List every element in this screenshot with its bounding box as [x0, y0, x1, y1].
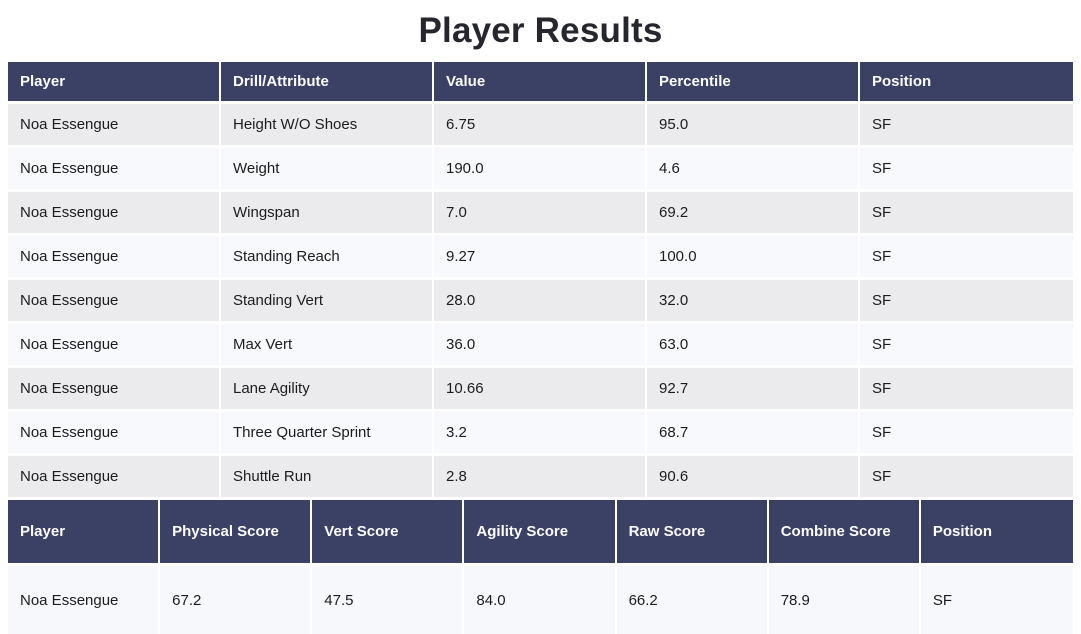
- results_table-cell-percentile: 68.7: [647, 412, 860, 456]
- results_table-column-header-percentile: Percentile: [647, 62, 860, 104]
- results_table-cell-drill-attribute: Height W/O Shoes: [221, 104, 434, 148]
- table-row: Noa Essengue Standing Reach 9.27 100.0 SF: [8, 236, 1073, 280]
- results_table-cell-player: Noa Essengue: [8, 324, 221, 368]
- results_table-cell-player: Noa Essengue: [8, 236, 221, 280]
- scores-table-header: Player Physical Score Vert Score Agility Sc…: [8, 500, 1073, 566]
- results_table-cell-drill-attribute: Wingspan: [221, 192, 434, 236]
- results_table-column-header-position: Position: [860, 62, 1073, 104]
- scores_table-cell-agility-score: 84.0: [464, 566, 617, 634]
- results_table-cell-value: 6.75: [434, 104, 647, 148]
- results_table-cell-value: 3.2: [434, 412, 647, 456]
- results_table-cell-player: Noa Essengue: [8, 412, 221, 456]
- scores-table-body: Noa Essengue 67.2 47.5 84.0 66.2 78.9 SF: [8, 566, 1073, 634]
- table-row: Noa Essengue Standing Vert 28.0 32.0 SF: [8, 280, 1073, 324]
- table-row: Noa Essengue Height W/O Shoes 6.75 95.0 SF: [8, 104, 1073, 148]
- results_table-cell-player: Noa Essengue: [8, 456, 221, 500]
- scores_table-cell-player: Noa Essengue: [8, 566, 161, 634]
- table-row: Noa Essengue Lane Agility 10.66 92.7 SF: [8, 368, 1073, 412]
- results_table-cell-percentile: 100.0: [647, 236, 860, 280]
- scores_table-cell-position: SF: [920, 566, 1073, 634]
- table-row: Noa Essengue Shuttle Run 2.8 90.6 SF: [8, 456, 1073, 500]
- results_table-cell-value: 2.8: [434, 456, 647, 500]
- table-row: Noa Essengue Three Quarter Sprint 3.2 68.7 S…: [8, 412, 1073, 456]
- results_table-cell-position: SF: [860, 192, 1073, 236]
- results_table-cell-value: 190.0: [434, 148, 647, 192]
- results_table-cell-drill-attribute: Max Vert: [221, 324, 434, 368]
- scores_table-column-header-player: Player: [8, 500, 161, 566]
- table-row: Noa Essengue Wingspan 7.0 69.2 SF: [8, 192, 1073, 236]
- results_table-cell-drill-attribute: Standing Reach: [221, 236, 434, 280]
- results_table-cell-position: SF: [860, 412, 1073, 456]
- scores_table-cell-combine-score: 78.9: [768, 566, 921, 634]
- results_table-cell-drill-attribute: Shuttle Run: [221, 456, 434, 500]
- tables-container: Player Drill/Attribute Value Percentile Posi…: [8, 62, 1073, 634]
- results_table-cell-player: Noa Essengue: [8, 148, 221, 192]
- scores_table-column-header-combine-score: Combine Score: [768, 500, 921, 566]
- results_table-cell-value: 28.0: [434, 280, 647, 324]
- results_table-column-header-value: Value: [434, 62, 647, 104]
- results-table-body: Noa Essengue Height W/O Shoes 6.75 95.0 SF No…: [8, 104, 1073, 500]
- scores_table-cell-physical-score: 67.2: [160, 566, 313, 634]
- table-row: Noa Essengue 67.2 47.5 84.0 66.2 78.9 SF: [8, 566, 1073, 634]
- results_table-cell-percentile: 4.6: [647, 148, 860, 192]
- results_table-cell-percentile: 90.6: [647, 456, 860, 500]
- scores-header-row: Player Physical Score Vert Score Agility Sc…: [8, 500, 1073, 566]
- results_table-cell-percentile: 32.0: [647, 280, 860, 324]
- page-title: Player Results: [418, 11, 663, 50]
- results_table-cell-player: Noa Essengue: [8, 368, 221, 412]
- results_table-cell-drill-attribute: Standing Vert: [221, 280, 434, 324]
- scores_table-column-header-physical-score: Physical Score: [160, 500, 313, 566]
- results_table-cell-position: SF: [860, 368, 1073, 412]
- results_table-cell-position: SF: [860, 280, 1073, 324]
- scores_table-column-header-vert-score: Vert Score: [312, 500, 465, 566]
- results-table-header: Player Drill/Attribute Value Percentile Posi…: [8, 62, 1073, 104]
- results_table-cell-position: SF: [860, 456, 1073, 500]
- results_table-cell-position: SF: [860, 236, 1073, 280]
- scores_table-column-header-raw-score: Raw Score: [616, 500, 769, 566]
- results_table-cell-player: Noa Essengue: [8, 280, 221, 324]
- results_table-column-header-drill-attribute: Drill/Attribute: [221, 62, 434, 104]
- results_table-cell-position: SF: [860, 104, 1073, 148]
- results_table-cell-drill-attribute: Lane Agility: [221, 368, 434, 412]
- results_table-cell-value: 10.66: [434, 368, 647, 412]
- player-results-table: Player Drill/Attribute Value Percentile Posi…: [8, 62, 1073, 500]
- results_table-cell-position: SF: [860, 148, 1073, 192]
- results_table-cell-player: Noa Essengue: [8, 192, 221, 236]
- results_table-cell-percentile: 95.0: [647, 104, 860, 148]
- table-row: Noa Essengue Max Vert 36.0 63.0 SF: [8, 324, 1073, 368]
- scores_table-column-header-position: Position: [920, 500, 1073, 566]
- scores_table-cell-raw-score: 66.2: [616, 566, 769, 634]
- results_table-cell-drill-attribute: Three Quarter Sprint: [221, 412, 434, 456]
- results_table-cell-player: Noa Essengue: [8, 104, 221, 148]
- results_table-cell-value: 7.0: [434, 192, 647, 236]
- results_table-cell-percentile: 69.2: [647, 192, 860, 236]
- results_table-column-header-player: Player: [8, 62, 221, 104]
- results-header-row: Player Drill/Attribute Value Percentile Posi…: [8, 62, 1073, 104]
- table-row: Noa Essengue Weight 190.0 4.6 SF: [8, 148, 1073, 192]
- results_table-cell-percentile: 63.0: [647, 324, 860, 368]
- results_table-cell-percentile: 92.7: [647, 368, 860, 412]
- results_table-cell-drill-attribute: Weight: [221, 148, 434, 192]
- results_table-cell-value: 36.0: [434, 324, 647, 368]
- results_table-cell-position: SF: [860, 324, 1073, 368]
- scores_table-cell-vert-score: 47.5: [312, 566, 465, 634]
- scores_table-column-header-agility-score: Agility Score: [464, 500, 617, 566]
- results_table-cell-value: 9.27: [434, 236, 647, 280]
- player-scores-table: Player Physical Score Vert Score Agility Sc…: [8, 500, 1073, 634]
